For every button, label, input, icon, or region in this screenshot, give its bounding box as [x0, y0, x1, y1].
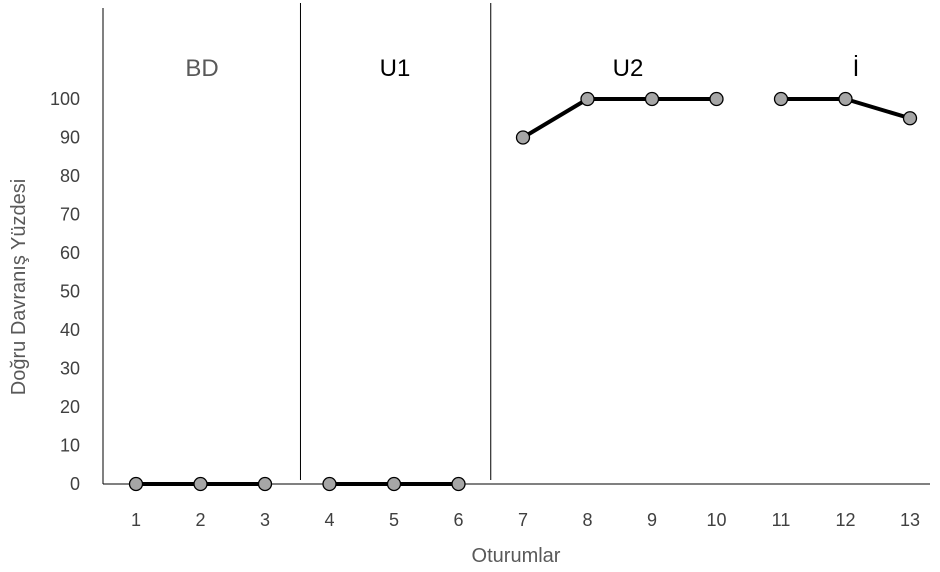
phase-change-lines: [299, 3, 492, 480]
x-tick-label: 10: [706, 510, 726, 530]
y-tick-label: 60: [60, 243, 80, 263]
y-tick-labels: 0 10 20 30 40 50 60 70 80 90 100: [50, 89, 80, 494]
x-tick-label: 7: [518, 510, 528, 530]
x-tick-labels: 1 2 3 4 5 6 7 8 9 10 11 12 13: [131, 510, 920, 530]
y-tick-label: 70: [60, 205, 80, 225]
y-tick-label: 20: [60, 397, 80, 417]
data-point: [515, 130, 531, 145]
data-point: [193, 476, 208, 492]
data-point: [902, 111, 918, 126]
y-tick-label: 10: [60, 436, 80, 456]
data-point: [451, 476, 466, 492]
x-axis-title: Oturumlar: [472, 545, 561, 567]
phase-label: U2: [613, 55, 644, 82]
data-point: [128, 476, 144, 492]
x-tick-label: 6: [453, 510, 463, 530]
y-tick-label: 50: [60, 282, 80, 302]
x-tick-label: 9: [647, 510, 657, 530]
y-tick-label: 30: [60, 359, 80, 379]
y-tick-label: 0: [70, 474, 80, 494]
phase-label: İ: [853, 55, 860, 82]
phase-label: U1: [380, 55, 411, 82]
x-tick-label: 12: [835, 510, 855, 530]
data-point: [257, 476, 273, 492]
phase-label: BD: [185, 55, 218, 82]
data-point: [386, 476, 402, 492]
data-point: [580, 91, 595, 107]
data-point: [644, 91, 660, 107]
x-tick-label: 3: [260, 510, 270, 530]
x-tick-label: 1: [131, 510, 141, 530]
data-point: [773, 91, 789, 107]
y-tick-label: 40: [60, 320, 80, 340]
series-line-phase-3: [521, 97, 717, 140]
data-point: [709, 91, 724, 107]
y-tick-label: 100: [50, 89, 80, 109]
x-tick-label: 11: [772, 510, 791, 530]
x-tick-label: 8: [582, 510, 592, 530]
y-axis-title: Doğru Davranış Yüzdesi: [8, 179, 30, 395]
data-point: [838, 91, 853, 107]
y-tick-label: 80: [60, 166, 80, 186]
phase-labels: BD U1 U2 İ: [185, 55, 859, 82]
x-tick-label: 5: [389, 510, 399, 530]
x-tick-label: 13: [900, 510, 920, 530]
x-tick-label: 2: [195, 510, 205, 530]
x-tick-label: 4: [324, 510, 334, 530]
y-tick-label: 90: [60, 128, 80, 148]
data-point: [322, 476, 337, 492]
data-series: [128, 91, 918, 492]
